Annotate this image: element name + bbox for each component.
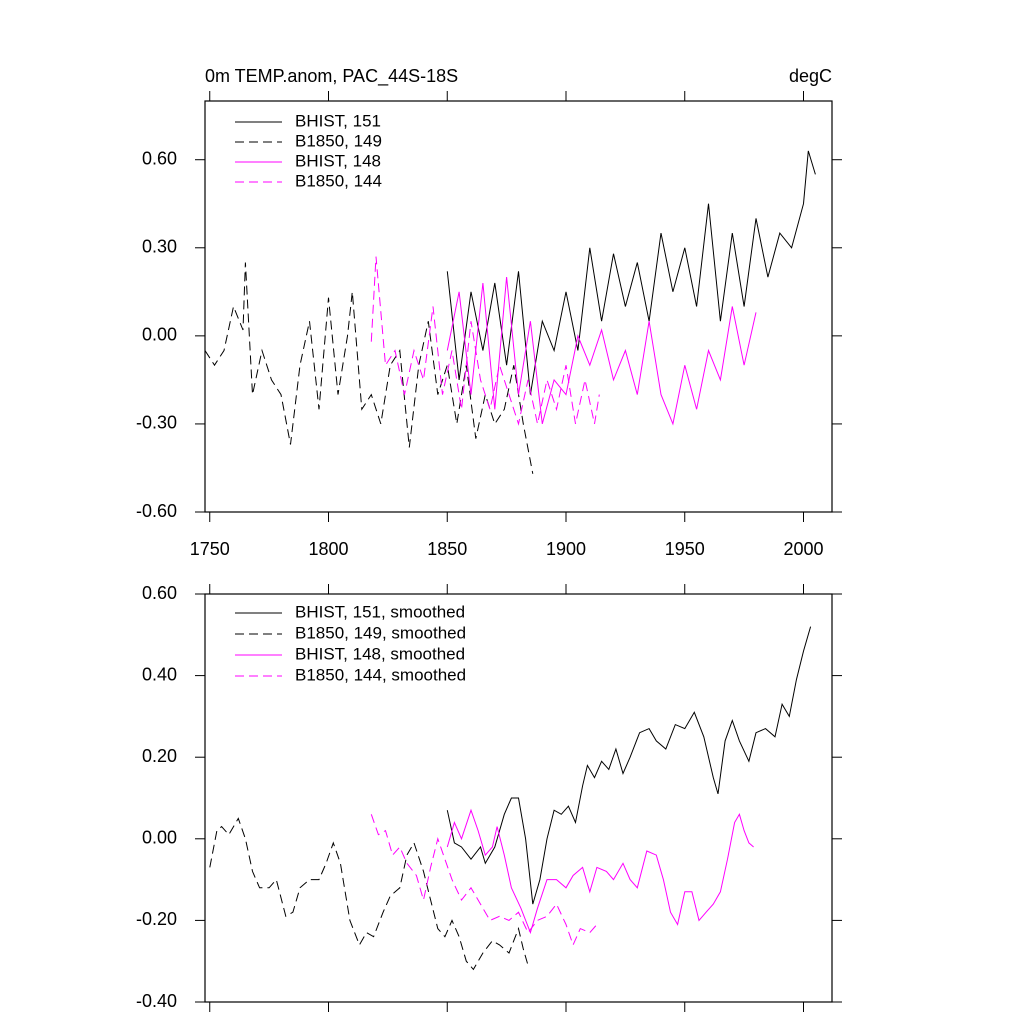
- y-tick-label: -0.20: [136, 909, 177, 929]
- series-line: [209, 817, 529, 971]
- y-tick-label: 0.20: [142, 746, 177, 766]
- legend-label: BHIST, 151, smoothed: [295, 602, 465, 621]
- plot-frame: [204, 593, 833, 1003]
- chart-title: 0m TEMP.anom, PAC_44S-18S: [205, 66, 458, 87]
- series-line: [204, 262, 534, 474]
- y-tick-label: 0.00: [142, 325, 177, 345]
- legend-label: BHIST, 151: [295, 111, 381, 130]
- series-line: [370, 256, 600, 426]
- x-tick-label: 1900: [546, 539, 586, 559]
- y-tick-label: -0.40: [136, 991, 177, 1011]
- x-tick-label: 1950: [665, 539, 705, 559]
- x-tick-label: 1750: [190, 539, 230, 559]
- y-tick-label: 0.60: [142, 148, 177, 168]
- y-tick-label: 0.60: [142, 583, 177, 603]
- legend-label: B1850, 149: [295, 131, 382, 150]
- y-tick-label: -0.30: [136, 413, 177, 433]
- x-tick-label: 2000: [783, 539, 823, 559]
- series-line: [370, 814, 598, 947]
- legend-label: BHIST, 148, smoothed: [295, 644, 465, 663]
- x-tick-label: 1850: [427, 539, 467, 559]
- plot-frame: [204, 100, 833, 513]
- legend-label: BHIST, 148: [295, 151, 381, 170]
- units-label: degC: [789, 66, 832, 86]
- legend-label: B1850, 144: [295, 171, 382, 190]
- y-tick-label: -0.60: [136, 501, 177, 521]
- y-tick-label: 0.40: [142, 664, 177, 684]
- series-line: [446, 277, 757, 426]
- series-line: [446, 150, 816, 395]
- x-tick-label: 1800: [308, 539, 348, 559]
- legend-label: B1850, 149, smoothed: [295, 623, 466, 642]
- y-tick-label: 0.00: [142, 828, 177, 848]
- y-tick-label: 0.30: [142, 237, 177, 257]
- legend-label: B1850, 144, smoothed: [295, 665, 466, 684]
- series-line: [446, 626, 812, 905]
- series-line: [446, 808, 754, 935]
